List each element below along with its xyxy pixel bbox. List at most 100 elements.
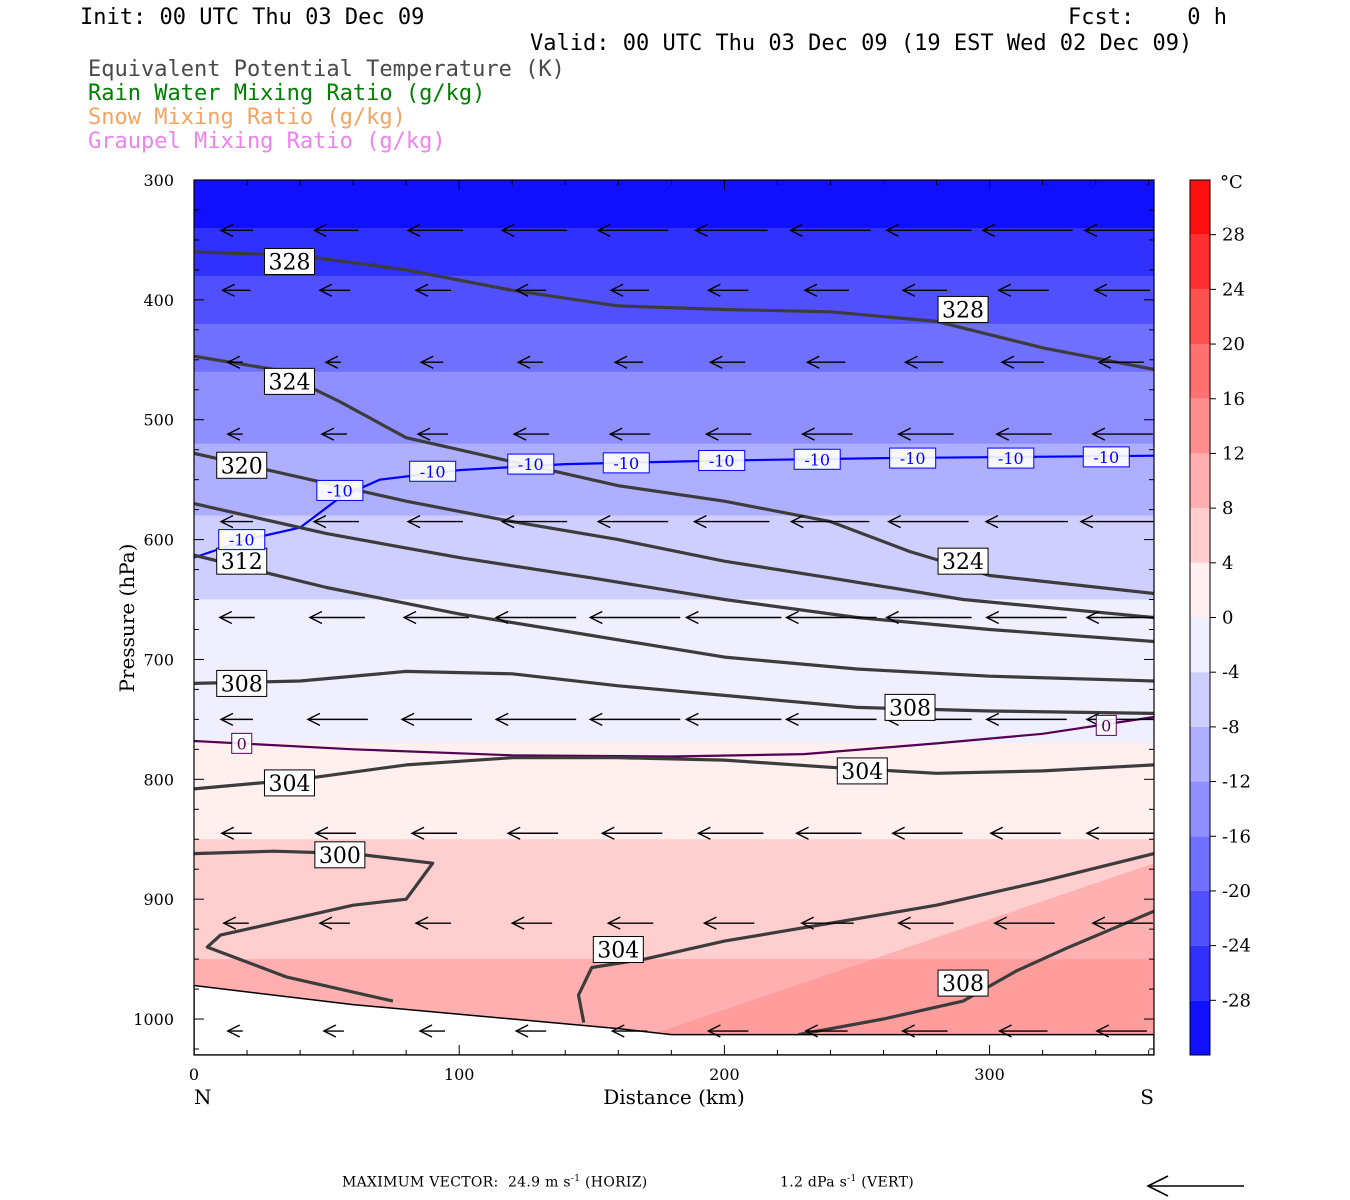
wind-vector-head [416, 427, 431, 441]
wind-vector-head [400, 712, 415, 727]
theta-e-label-text: 308 [942, 972, 984, 997]
colorbar-tick-label: -8 [1222, 717, 1240, 738]
theta-e-line [798, 909, 1154, 1037]
wind-vector-head [514, 283, 529, 297]
temperature-band [194, 431, 1154, 445]
isotherm-label: -10 [1082, 446, 1130, 468]
colorbar-tick-label: -20 [1222, 881, 1251, 902]
wind-vector-head [406, 514, 421, 529]
colorbar-tick-label: 24 [1222, 279, 1245, 300]
temperature-band [194, 863, 1154, 876]
wind-vector-head [226, 427, 241, 441]
isotherm-label: -10 [889, 447, 937, 469]
wind-vector-head [312, 223, 327, 237]
wind-vector-head [610, 1024, 625, 1038]
temperature-band [194, 311, 1154, 325]
temperature-band [194, 995, 1154, 1008]
wind-vector-head [414, 916, 429, 930]
wind-vector-head [984, 514, 999, 529]
wind-vector-head [516, 355, 531, 369]
temperature-band [194, 419, 1154, 433]
y-tick-label: 900 [143, 890, 174, 909]
wind-vector-head [1097, 355, 1112, 369]
x-tick-label: 200 [709, 1065, 740, 1084]
wind-vector-head [985, 712, 1000, 727]
wind-vector-head [1085, 826, 1100, 840]
temperature-band [194, 731, 1154, 744]
colorbar-segment [1190, 836, 1210, 891]
isotherm-line [194, 715, 1154, 758]
max-vector-value: MAXIMUM VECTOR: 24.9 m s [342, 1174, 571, 1191]
isotherm-label-box [507, 453, 555, 475]
wind-vector-head [784, 712, 799, 727]
temperature-band [194, 623, 1154, 637]
theta-e-label: 304 [836, 757, 888, 785]
y-tick-label: 1000 [133, 1010, 174, 1029]
isotherm-label: -10 [316, 479, 364, 501]
temperature-band [194, 359, 1154, 373]
theta-e-label-box [263, 367, 315, 395]
init-time: Init: 00 UTC Thu 03 Dec 09 [80, 5, 425, 30]
temperature-band [194, 395, 1154, 409]
wind-vector-head [414, 283, 429, 297]
colorbar-segment [1190, 289, 1210, 345]
colorbar-tick-label: 28 [1222, 225, 1245, 246]
wind-vector-head [805, 355, 820, 369]
colorbar-segment [1190, 234, 1210, 290]
forecast-hour: Fcst: 0 h [1068, 5, 1227, 30]
colorbar-segment [1190, 672, 1210, 727]
isotherm-label-box [987, 447, 1035, 469]
temperature-band [194, 983, 1154, 996]
theta-e-label: 324 [263, 367, 315, 395]
temperature-band [194, 215, 1154, 229]
temperature-band [194, 180, 1154, 193]
colorbar-segment [1190, 398, 1210, 454]
wind-vector-head [1000, 355, 1015, 369]
wind-vector-head [891, 826, 905, 840]
wind-vector-head [1085, 610, 1100, 625]
wind-vector-head [500, 223, 515, 237]
theta-e-line [194, 250, 1154, 371]
legend-equivalent-potential-temperature: Equivalent Potential Temperature (K) [88, 57, 565, 82]
valid-time: Valid: 00 UTC Thu 03 Dec 09 (19 EST Wed … [530, 31, 1193, 56]
wind-vector-head [684, 610, 699, 625]
wind-vector-head [1095, 1024, 1110, 1038]
temperature-band [194, 323, 1154, 337]
wind-vector-head [885, 610, 899, 625]
wind-vector-head [706, 283, 721, 297]
wind-vector-head [510, 916, 525, 930]
isotherm-label: -10 [602, 452, 650, 474]
temperature-band [194, 503, 1154, 517]
wind-vector-head [995, 427, 1010, 441]
temperature-band [194, 299, 1154, 313]
theta-e-label-text: 324 [942, 550, 984, 575]
north-end-label: N [194, 1085, 212, 1109]
temperature-band [194, 719, 1154, 732]
temperature-band [194, 227, 1154, 241]
wind-vector-head [897, 427, 911, 441]
terrain-surface [194, 984, 1154, 1055]
colorbar-tick-label: 16 [1222, 389, 1245, 410]
temperature-band [194, 599, 1154, 613]
reference-vector-arrow [1146, 1175, 1244, 1197]
temperature-band [194, 755, 1154, 768]
theta-e-line [194, 669, 1154, 715]
wind-vector-head [218, 610, 233, 625]
y-tick-label: 800 [143, 770, 174, 789]
wind-vector-head [402, 610, 417, 625]
theta-e-label-box [836, 757, 888, 785]
temperature-band [194, 707, 1154, 720]
temperature-band [194, 971, 1154, 984]
theta-e-label-text: 304 [841, 760, 883, 785]
colorbar-tick-label: -28 [1222, 990, 1251, 1011]
legend-graupel: Graupel Mixing Ratio (g/kg) [88, 129, 446, 154]
isotherm-label: -10 [409, 460, 457, 482]
x-tick-label: 100 [444, 1065, 475, 1084]
theta-e-label-text: 308 [889, 696, 931, 721]
wind-vector-head [596, 514, 611, 529]
contour-labels: 328 328 324 324 320 312 308 308 304 304 300 304 308 -… [216, 248, 1130, 997]
temperature-band [194, 671, 1154, 685]
temperature-band [194, 839, 1154, 852]
wind-vector-head [308, 610, 323, 625]
colorbar-tick-label: 4 [1222, 553, 1233, 574]
